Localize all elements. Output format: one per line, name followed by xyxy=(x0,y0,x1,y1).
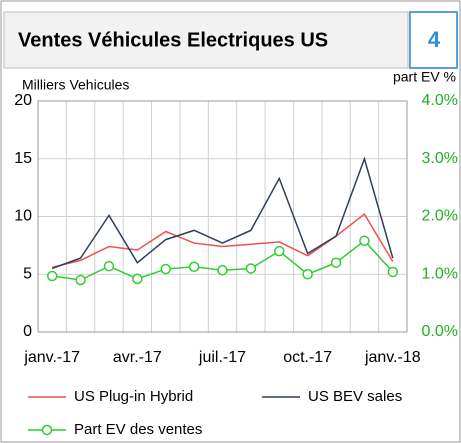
y-tick-label: 5 xyxy=(23,265,32,282)
point xyxy=(160,263,171,275)
y2-tick-label: 0.0% xyxy=(422,323,458,340)
point xyxy=(46,270,58,282)
point xyxy=(103,260,115,272)
legend-label: Part EV des ventes xyxy=(74,421,202,438)
x-tick-label: juil.-17 xyxy=(198,349,246,366)
y2-tick-label: 4.0% xyxy=(422,92,458,109)
plot-border xyxy=(37,100,408,333)
point xyxy=(359,235,370,247)
x-tick-label: janv.-17 xyxy=(23,349,80,366)
x-tick-label: janv.-18 xyxy=(364,349,421,366)
y-tick-label: 0 xyxy=(23,323,32,340)
y-tick-label: 20 xyxy=(14,92,32,109)
point xyxy=(302,269,313,280)
series-line xyxy=(51,156,394,270)
y2-tick-label: 3.0% xyxy=(422,150,458,167)
y-tick-label: 15 xyxy=(14,150,32,167)
point xyxy=(75,274,86,286)
point xyxy=(132,273,143,285)
y2-axis-label: part EV % xyxy=(393,69,456,85)
title-box xyxy=(3,11,409,69)
y2-tick-label: 1.0% xyxy=(422,265,458,282)
number-box xyxy=(409,11,458,69)
point xyxy=(245,263,257,274)
legend-marker xyxy=(41,424,53,436)
point xyxy=(330,257,342,268)
legend-label: US Plug-in Hybrid xyxy=(74,388,193,405)
point xyxy=(217,264,228,276)
y-tick-label: 10 xyxy=(14,208,32,225)
point xyxy=(188,261,200,272)
point xyxy=(274,245,285,257)
legend-label: US BEV sales xyxy=(308,388,402,405)
y-axis-label: Milliers Vehicules xyxy=(22,77,129,93)
title: Ventes Véhicules Electriques US xyxy=(18,29,328,51)
point xyxy=(387,266,399,278)
x-tick-label: oct.-17 xyxy=(283,349,332,366)
number: 4 xyxy=(428,27,441,52)
x-tick-label: avr.-17 xyxy=(113,349,162,366)
y2-tick-label: 2.0% xyxy=(422,208,458,225)
